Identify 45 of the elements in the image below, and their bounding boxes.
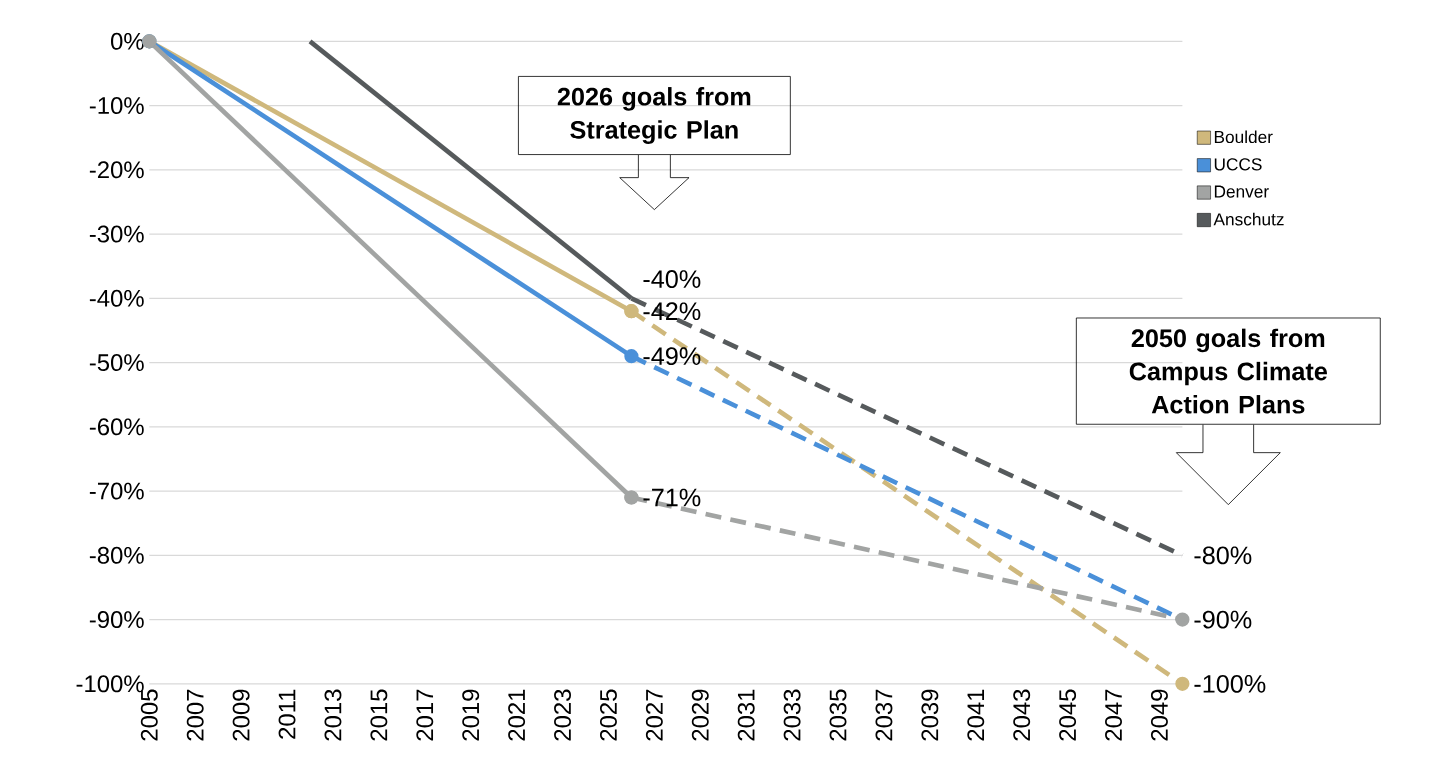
data-label: -80%: [1194, 546, 1252, 565]
y-tick-label: -90%: [89, 610, 144, 628]
y-tick-label: -80%: [89, 546, 144, 564]
legend-label: UCCS: [1214, 158, 1262, 171]
x-tick-label: 2013: [324, 689, 342, 741]
y-tick-label: -70%: [89, 482, 144, 500]
y-tick-label: -50%: [89, 353, 144, 371]
annotation: 2050 goals from Campus Climate Action Plans: [1129, 328, 1327, 414]
data-label: -42%: [643, 302, 701, 320]
x-tick-label: 2045: [1059, 689, 1077, 741]
x-tick-label: 2019: [462, 689, 480, 741]
legend-label: Boulder: [1214, 130, 1273, 143]
y-tick-label: 0%: [111, 32, 144, 50]
y-tick-label: -30%: [89, 225, 144, 243]
x-tick-label: 2035: [829, 689, 847, 741]
x-tick-label: 2031: [737, 689, 755, 741]
x-tick-label: 2039: [921, 689, 939, 741]
legend-label: Denver: [1214, 185, 1269, 198]
x-tick-label: 2025: [599, 689, 617, 741]
x-tick-label: 2033: [783, 689, 801, 741]
data-label: -90%: [1194, 610, 1252, 629]
y-tick-label: -60%: [89, 418, 144, 436]
x-tick-label: 2049: [1150, 689, 1168, 741]
data-label: -49%: [643, 346, 701, 365]
x-tick-label: 2017: [416, 689, 434, 741]
y-tick-label: -10%: [89, 96, 144, 114]
x-tick-label: 2037: [875, 689, 893, 741]
x-tick-label: 2047: [1105, 689, 1122, 741]
y-tick-label: -20%: [89, 161, 144, 179]
x-tick-label: 2011: [278, 689, 296, 739]
x-tick-label: 2015: [370, 689, 388, 741]
x-tick-label: 2027: [645, 689, 663, 741]
x-tick-label: 2043: [1013, 689, 1031, 741]
annotation: 2026 goals from Strategic Plan: [557, 86, 751, 144]
x-tick-label: 2041: [967, 689, 985, 741]
x-tick-label: 2021: [508, 689, 526, 741]
y-tick-label: -40%: [89, 289, 144, 307]
x-tick-label: 2029: [691, 689, 709, 741]
legend-label: Anschutz: [1213, 212, 1284, 226]
data-label: -100%: [1194, 674, 1266, 693]
x-tick-label: 2007: [186, 689, 204, 741]
x-tick-label: 2023: [554, 689, 571, 741]
data-label: -71%: [643, 488, 701, 507]
data-label: -40%: [643, 269, 701, 288]
x-tick-label: 2009: [232, 689, 250, 741]
